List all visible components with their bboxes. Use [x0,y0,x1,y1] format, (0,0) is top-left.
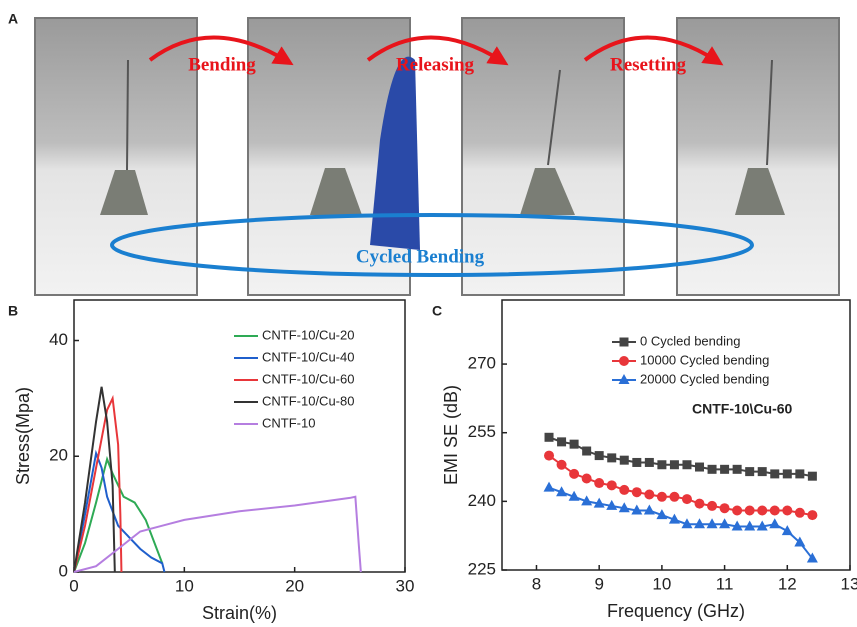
marker [733,465,742,474]
legend-label: CNTF-10/Cu-20 [262,327,354,342]
marker [570,440,579,449]
marker [619,485,629,495]
loop-label: Cycled Bending [356,246,485,267]
marker [607,480,617,490]
marker [783,469,792,478]
marker [732,506,742,516]
x-axis-label: Frequency (GHz) [607,601,745,621]
marker [582,447,591,456]
y-axis-label: Stress(Mpa) [13,387,33,485]
marker [620,338,629,347]
series-line [74,497,361,572]
y-tick-label: 255 [468,422,496,441]
marker [695,463,704,472]
x-axis-label: Strain(%) [202,603,277,623]
strips [127,60,772,170]
marker [607,453,616,462]
legend-label: 10000 Cycled bending [640,352,769,367]
marker [644,489,654,499]
marker [720,503,730,513]
x-tick-label: 9 [594,574,603,593]
y-tick-label: 0 [59,561,68,580]
marker [620,456,629,465]
marker [645,458,654,467]
marker [795,469,804,478]
x-tick-label: 8 [532,574,541,593]
marker [682,494,692,504]
x-tick-label: 10 [175,576,194,595]
marker [808,472,817,481]
x-tick-label: 10 [652,574,671,593]
marker [770,506,780,516]
marker [557,437,566,446]
marker [594,478,604,488]
y-tick-label: 225 [468,559,496,578]
x-tick-label: 13 [841,574,857,593]
marker [545,433,554,442]
photo [462,18,624,295]
marker [670,460,679,469]
marker [758,467,767,476]
x-tick-label: 20 [285,576,304,595]
y-tick-label: 20 [49,446,68,465]
photo-label: Bending [188,54,256,75]
x-tick-label: 12 [778,574,797,593]
annotation: CNTF-10\Cu-60 [692,401,793,417]
photo-label: Resetting [610,54,686,75]
y-axis-label: EMI SE (dB) [441,385,461,485]
photo [35,18,197,295]
x-tick-label: 11 [716,574,734,593]
marker [757,506,767,516]
legend-label: 20000 Cycled bending [640,371,769,386]
marker [745,467,754,476]
marker [544,451,554,461]
legend-label: CNTF-10/Cu-80 [262,393,354,408]
y-tick-label: 270 [468,354,496,373]
marker [795,508,805,518]
panel-label: A [8,11,18,27]
marker [569,469,579,479]
marker [669,492,679,502]
marker [745,506,755,516]
legend-label: 0 Cycled bending [640,333,740,348]
marker [720,465,729,474]
marker [544,482,555,492]
marker [807,510,817,520]
legend-label: CNTF-10/Cu-40 [262,349,354,364]
panel-label: B [8,303,18,319]
figure: A B C Bending Releasing Resetting Cycled Bendi… [0,0,857,627]
marker [782,506,792,516]
x-tick-label: 0 [69,576,78,595]
y-tick-label: 240 [468,491,496,510]
y-tick-label: 40 [49,330,68,349]
marker [619,356,629,366]
marker [682,460,691,469]
marker [582,473,592,483]
marker [708,465,717,474]
marker [769,518,780,528]
marker [632,458,641,467]
panel-label: C [432,303,442,319]
x-tick-label: 30 [396,576,415,595]
marker [707,501,717,511]
photo [677,18,839,295]
marker [557,460,567,470]
photo-label: Releasing [396,54,475,75]
legend-label: CNTF-10 [262,415,315,430]
marker [770,469,779,478]
marker [595,451,604,460]
marker [695,499,705,509]
marker [657,492,667,502]
marker [657,460,666,469]
marker [632,487,642,497]
legend-label: CNTF-10/Cu-60 [262,371,354,386]
